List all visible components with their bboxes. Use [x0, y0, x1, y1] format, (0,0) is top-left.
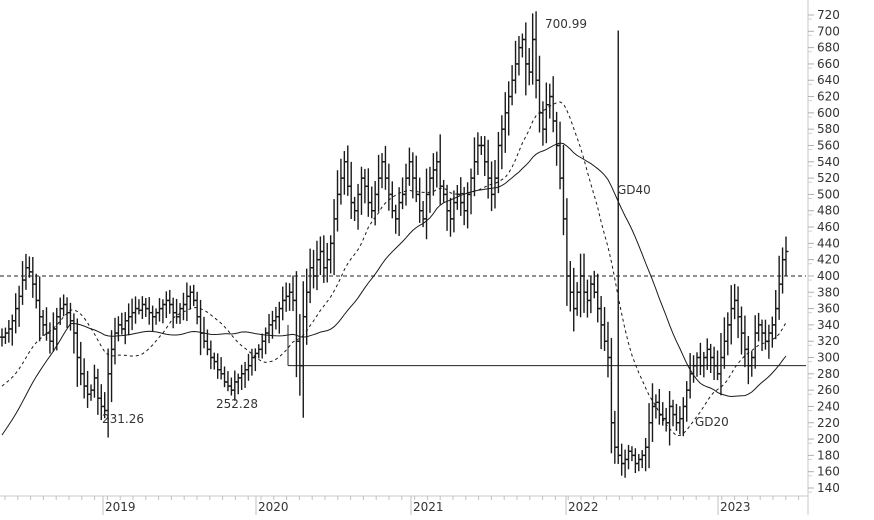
annotations: 700.99 231.26 252.28 GD40 GD20 — [102, 17, 729, 429]
y-tick-label: 720 — [817, 8, 840, 22]
gd40-moving-average-line — [1, 142, 787, 436]
y-tick-label: 300 — [817, 351, 840, 365]
y-tick-label: 480 — [817, 204, 840, 218]
y-tick-label: 180 — [817, 448, 840, 462]
y-tick-label: 460 — [817, 220, 840, 234]
price-bars — [0, 11, 789, 478]
y-tick-label: 160 — [817, 465, 840, 479]
x-tick-label: 2019 — [105, 500, 136, 514]
y-tick-label: 700 — [817, 24, 840, 38]
gd40-path — [1, 142, 787, 436]
high-label: 700.99 — [545, 17, 587, 31]
y-tick-label: 680 — [817, 41, 840, 55]
y-tick-label: 420 — [817, 253, 840, 267]
gd40-label: GD40 — [617, 183, 651, 197]
y-tick-label: 360 — [817, 302, 840, 316]
low-label-2018: 231.26 — [102, 412, 144, 426]
y-tick-label: 440 — [817, 236, 840, 250]
x-tick-label: 2021 — [413, 500, 444, 514]
y-axis: 140 160 180 200 220 240 260 280 300 320 340 360 380 4… — [807, 0, 840, 515]
y-tick-label: 240 — [817, 399, 840, 413]
y-tick-label: 260 — [817, 383, 840, 397]
gd20-moving-average-line — [1, 101, 787, 437]
y-tick-label: 660 — [817, 57, 840, 71]
y-tick-label: 220 — [817, 416, 840, 430]
x-tick-label: 2022 — [568, 500, 599, 514]
y-tick-label: 560 — [817, 138, 840, 152]
y-tick-label: 520 — [817, 171, 840, 185]
x-tick-label: 2020 — [258, 500, 289, 514]
y-tick-label: 640 — [817, 73, 840, 87]
x-axis: 2019 2020 2021 2022 2023 — [0, 495, 808, 515]
y-tick-label: 320 — [817, 334, 840, 348]
y-tick-label: 380 — [817, 285, 840, 299]
horizontal-reference-lines — [0, 275, 806, 367]
y-tick-label: 600 — [817, 106, 840, 120]
y-tick-label: 140 — [817, 481, 840, 495]
y-tick-label: 200 — [817, 432, 840, 446]
y-tick-label: 540 — [817, 155, 840, 169]
x-tick-label: 2023 — [720, 500, 751, 514]
low-label-2019: 252.28 — [216, 397, 258, 411]
y-tick-label: 580 — [817, 122, 840, 136]
y-tick-label: 400 — [817, 269, 840, 283]
y-tick-label: 620 — [817, 90, 840, 104]
y-tick-label: 500 — [817, 187, 840, 201]
gd20-path — [1, 101, 787, 437]
y-tick-label: 340 — [817, 318, 840, 332]
y-tick-label: 280 — [817, 367, 840, 381]
gd20-label: GD20 — [695, 415, 729, 429]
